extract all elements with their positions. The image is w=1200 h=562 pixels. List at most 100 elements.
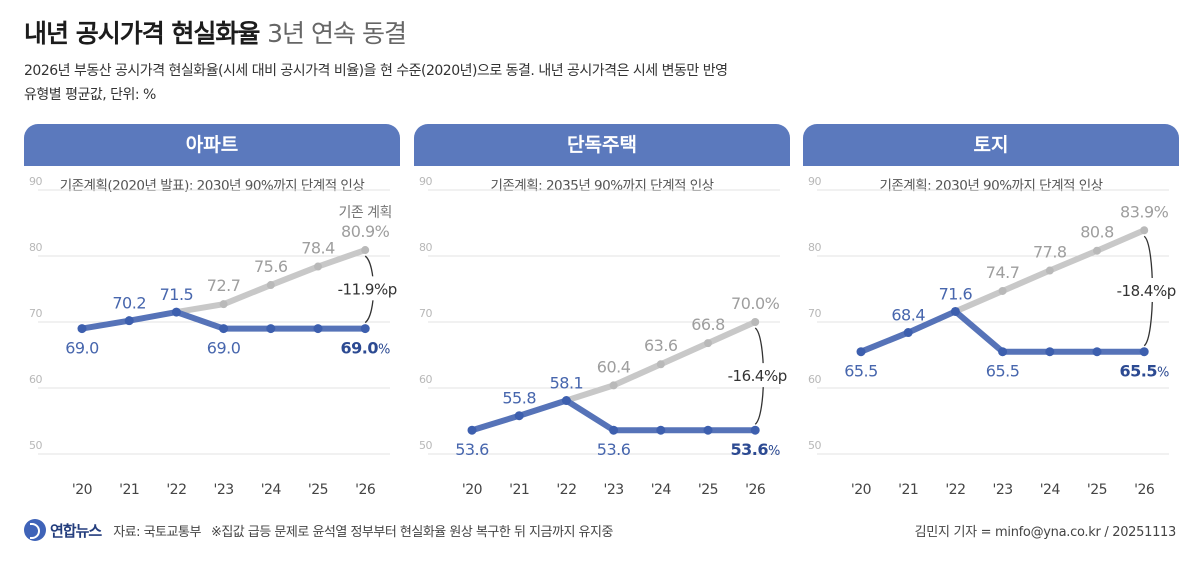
y-tick-label: 80 bbox=[29, 241, 42, 254]
actual-point bbox=[703, 425, 713, 435]
panel-title: 아파트 bbox=[24, 124, 400, 166]
actual-data-label: 65.5 bbox=[986, 362, 1020, 381]
chart-detached-house: 50 60 70 80 90 '20 '21 '22 '23 '24 '25 '26 53.6 55.8 5… bbox=[419, 175, 790, 498]
actual-point bbox=[467, 425, 477, 435]
actual-point bbox=[124, 316, 134, 326]
plan-caption: 기존 계획 bbox=[338, 205, 391, 221]
x-tick-label: '20 bbox=[851, 482, 871, 498]
panel-apartment: 아파트 기존계획(2020년 발표): 2030년 90%까지 단계적 인상 5… bbox=[24, 124, 400, 514]
x-tick-label: '24 bbox=[651, 482, 672, 498]
actual-point bbox=[561, 396, 571, 406]
footnote: ※집값 급등 문제로 윤석열 정부부터 현실화율 원상 복구한 뒤 지금까지 유… bbox=[210, 524, 613, 540]
subtitle: 2026년 부동산 공시가격 현실화율(시세 대비 공시가격 비율)을 현 수준… bbox=[24, 63, 728, 79]
actual-data-label: 69.0 bbox=[207, 339, 241, 358]
actual-data-label: 55.8 bbox=[502, 389, 536, 408]
chart-land: 50 60 70 80 90 '20 '21 '22 '23 '24 '25 '26 65.5 68.4 7… bbox=[808, 175, 1179, 498]
x-tick-label: '21 bbox=[119, 482, 139, 498]
y-tick-label: 70 bbox=[808, 307, 821, 320]
plan-data-label: 80.8 bbox=[1080, 223, 1114, 242]
footer: 연합뉴스 자료: 국토교통부 ※집값 급등 문제로 윤석열 정부부터 현실화율 … bbox=[24, 518, 613, 542]
y-tick-label: 60 bbox=[808, 373, 821, 386]
actual-data-label: 53.6 bbox=[597, 440, 631, 459]
y-tick-label: 90 bbox=[808, 175, 821, 188]
y-tick-label: 70 bbox=[29, 307, 42, 320]
chart-apartment: 50 60 70 80 90 '20 '21 '22 '23 '24 '25 '26 69.0 70.2 7… bbox=[29, 175, 400, 498]
source: 자료: 국토교통부 bbox=[113, 524, 201, 540]
credit: 김민지 기자 = minfo@yna.co.kr / 20251113 bbox=[914, 525, 1177, 540]
plan-point bbox=[656, 360, 665, 369]
y-tick-label: 60 bbox=[419, 373, 432, 386]
plan-point bbox=[751, 318, 760, 326]
actual-point bbox=[1139, 347, 1149, 357]
x-tick-label: '25 bbox=[1087, 482, 1107, 498]
plan-data-label: 80.9% bbox=[341, 222, 390, 241]
actual-data-label: 53.6 bbox=[455, 440, 489, 459]
plan-data-label: 83.9% bbox=[1120, 202, 1169, 221]
gap-label-bg bbox=[721, 363, 790, 388]
page-title: 내년 공시가격 현실화율 3년 연속 동결 bbox=[24, 14, 407, 50]
plan-data-label: 70.0% bbox=[731, 294, 780, 313]
x-tick-label: '26 bbox=[745, 482, 766, 498]
x-tick-label: '22 bbox=[556, 482, 576, 498]
x-tick-label: '26 bbox=[355, 482, 376, 498]
x-tick-label: '22 bbox=[166, 482, 186, 498]
gap-label: -16.4%p bbox=[728, 367, 787, 385]
actual-point bbox=[219, 324, 229, 334]
actual-point bbox=[950, 306, 960, 316]
actual-point bbox=[856, 347, 866, 357]
plan-point bbox=[219, 300, 228, 309]
x-tick-label: '26 bbox=[1134, 482, 1155, 498]
plan-data-label: 60.4 bbox=[597, 357, 631, 376]
x-tick-label: '25 bbox=[698, 482, 718, 498]
plan-data-label: 75.6 bbox=[254, 257, 288, 276]
plan-data-label: 72.7 bbox=[207, 276, 241, 295]
x-tick-label: '25 bbox=[308, 482, 328, 498]
plan-point bbox=[1093, 246, 1101, 255]
y-tick-label: 60 bbox=[29, 373, 42, 386]
actual-point bbox=[77, 324, 87, 334]
plan-point bbox=[314, 262, 322, 271]
x-tick-label: '21 bbox=[509, 482, 529, 498]
actual-point bbox=[360, 324, 370, 334]
x-tick-label: '23 bbox=[214, 482, 234, 498]
actual-point bbox=[609, 425, 619, 435]
actual-data-label: 71.5 bbox=[160, 285, 194, 304]
gap-label: -18.4%p bbox=[1117, 282, 1176, 300]
yonhap-logo-icon bbox=[24, 519, 46, 541]
final-value-label: 65.5% bbox=[1120, 362, 1169, 381]
panel-title: 단독주택 bbox=[414, 124, 790, 166]
actual-data-label: 71.6 bbox=[939, 284, 973, 303]
x-tick-label: '23 bbox=[604, 482, 624, 498]
y-tick-label: 70 bbox=[419, 307, 432, 320]
plan-data-label: 63.6 bbox=[644, 336, 678, 355]
plan-data-label: 78.4 bbox=[301, 239, 335, 258]
plan-point bbox=[266, 281, 275, 290]
y-tick-label: 80 bbox=[419, 241, 432, 254]
actual-point bbox=[266, 324, 276, 334]
actual-data-label: 69.0 bbox=[65, 339, 99, 358]
panel-title: 토지 bbox=[803, 124, 1179, 166]
final-value-label: 69.0% bbox=[341, 339, 390, 358]
plan-data-label: 77.8 bbox=[1033, 243, 1067, 262]
x-tick-label: '24 bbox=[261, 482, 282, 498]
title-light: 3년 연속 동결 bbox=[267, 19, 407, 48]
plan-point bbox=[1045, 266, 1054, 275]
y-tick-label: 50 bbox=[419, 439, 432, 452]
y-tick-label: 50 bbox=[29, 439, 42, 452]
logo-text: 연합뉴스 bbox=[50, 521, 102, 540]
plan-data-label: 66.8 bbox=[691, 315, 725, 334]
actual-point bbox=[750, 425, 760, 435]
x-tick-label: '21 bbox=[898, 482, 918, 498]
plan-point bbox=[704, 339, 712, 348]
final-value-label: 53.6% bbox=[731, 440, 780, 459]
actual-point bbox=[514, 411, 524, 421]
title-bold: 내년 공시가격 현실화율 bbox=[24, 19, 260, 48]
plan-point bbox=[998, 286, 1007, 295]
actual-point bbox=[656, 425, 666, 435]
plan-data-label: 74.7 bbox=[986, 263, 1020, 282]
unit-note: 유형별 평균값, 단위: % bbox=[24, 87, 156, 103]
y-tick-label: 80 bbox=[808, 241, 821, 254]
actual-data-label: 58.1 bbox=[550, 374, 584, 393]
plan-point bbox=[1140, 226, 1149, 235]
x-tick-label: '22 bbox=[945, 482, 965, 498]
